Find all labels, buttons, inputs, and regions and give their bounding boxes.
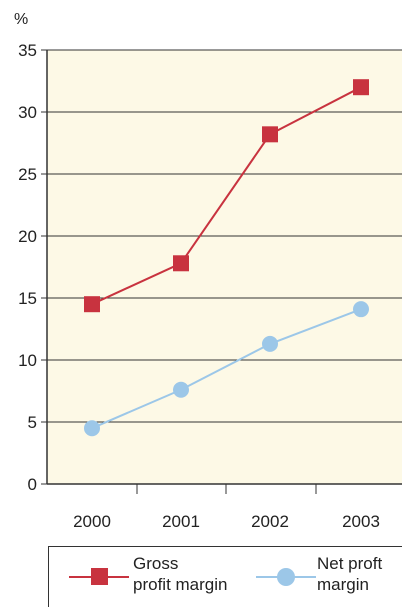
legend-line-1: Gross: [133, 554, 179, 573]
axes: [46, 50, 402, 485]
legend-label-gross: Gross profit margin: [133, 553, 227, 595]
legend-line-2: margin: [317, 575, 369, 594]
y-tick-label: 15: [18, 289, 37, 308]
data-point: [353, 79, 369, 96]
series-line: [91, 308, 362, 430]
data-point: [173, 255, 189, 272]
line-chart: % 0 5 10 15 20 25 30 35 2000 2001 2002 2003: [14, 11, 402, 531]
x-tick-label: 2002: [251, 512, 289, 531]
x-tick-label: 2003: [342, 512, 380, 531]
x-tick-label: 2001: [162, 512, 200, 531]
legend-label-net: Net proft margin: [317, 553, 382, 595]
legend: Gross profit margin Net proft margin: [48, 546, 402, 607]
unit-label: %: [14, 11, 28, 28]
legend-marker-circle-icon: [256, 568, 316, 586]
y-tick-label: 35: [18, 41, 37, 60]
y-tick-label: 30: [18, 103, 37, 122]
x-axis-ticks: 2000 2001 2002 2003: [73, 484, 380, 531]
data-point: [173, 381, 189, 398]
series-circle: [84, 301, 369, 437]
legend-line-2: profit margin: [133, 575, 228, 594]
data-point: [84, 420, 100, 437]
y-tick-label: 20: [18, 227, 37, 246]
data-point: [262, 126, 278, 143]
series-square: [84, 79, 369, 313]
data-point: [353, 301, 369, 318]
plot-area: [47, 50, 402, 484]
data-point: [262, 335, 278, 352]
y-axis-ticks: 0 5 10 15 20 25 30 35: [18, 41, 47, 494]
series-layer: [84, 79, 369, 437]
y-tick-label: 5: [28, 413, 37, 432]
x-tick-label: 2000: [73, 512, 111, 531]
data-point: [84, 296, 100, 313]
y-tick-label: 0: [28, 475, 37, 494]
y-tick-label: 10: [18, 351, 37, 370]
legend-marker-square-icon: [69, 568, 129, 585]
y-tick-label: 25: [18, 165, 37, 184]
legend-line-1: Net proft: [317, 554, 383, 573]
series-line: [91, 86, 362, 306]
